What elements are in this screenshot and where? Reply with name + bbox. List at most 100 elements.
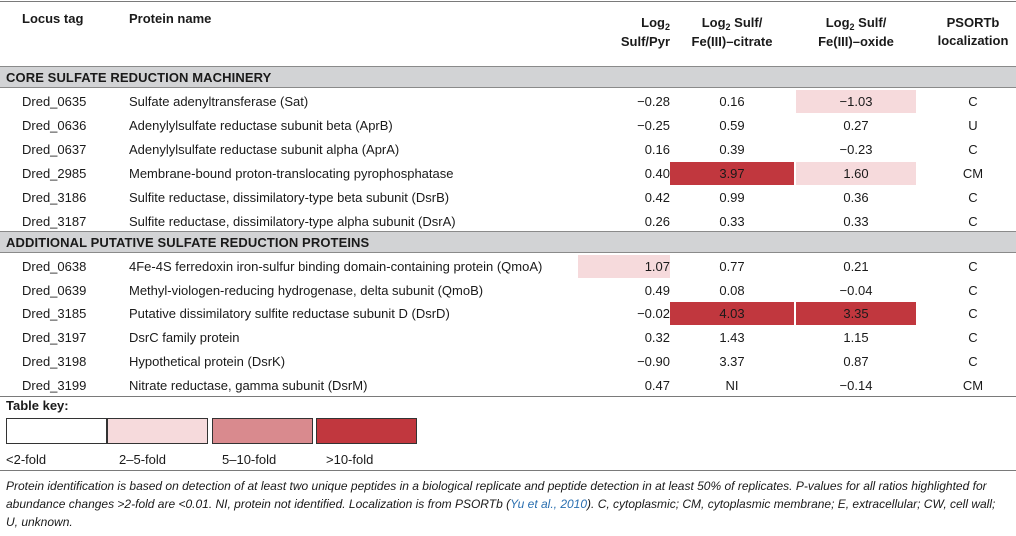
table-row: Dred_3185 Putative dissimilatory sulfite … <box>0 302 1016 326</box>
cell-protein-name: Sulfite reductase, dissimilatory-type al… <box>129 214 456 229</box>
table-bottom-rule <box>0 396 1016 397</box>
cell-log2-sulf-pyr: 0.40 <box>644 166 670 181</box>
cell-protein-name: Methyl-viologen-reducing hydrogenase, de… <box>129 282 484 298</box>
cell-locus-tag: Dred_3187 <box>22 214 87 229</box>
cell-locus-tag: Dred_2985 <box>22 166 87 181</box>
cell-locus-tag: Dred_3198 <box>22 353 87 369</box>
cell-localization: U <box>968 118 978 133</box>
cell-log2-sulf-citrate: 0.99 <box>719 190 745 205</box>
cell-protein-name: Membrane-bound proton-translocating pyro… <box>129 166 454 181</box>
cell-log2-sulf-oxide: 3.35 <box>843 306 869 322</box>
cell-localization: C <box>968 353 978 369</box>
table-row: Dred_3186 Sulfite reductase, dissimilator… <box>0 186 1016 210</box>
cell-locus-tag: Dred_3186 <box>22 190 87 205</box>
cell-log2-sulf-oxide: 1.15 <box>843 330 869 346</box>
cell-log2-sulf-pyr: 0.47 <box>644 377 670 393</box>
cell-log2-sulf-oxide: −1.03 <box>839 94 873 109</box>
cell-localization: C <box>968 330 978 346</box>
cell-log2-sulf-citrate: 0.08 <box>719 282 745 298</box>
cell-protein-name: Putative dissimilatory sulfite reductase… <box>129 306 450 322</box>
table-row: Dred_3197 DsrC family protein 0.32 1.43 1.15… <box>0 326 1016 350</box>
cell-log2-sulf-citrate: 0.33 <box>719 214 745 229</box>
cell-protein-name: Sulfite reductase, dissimilatory-type be… <box>129 190 450 205</box>
cell-log2-sulf-pyr: 0.42 <box>644 190 670 205</box>
cell-localization: C <box>968 214 978 229</box>
cell-protein-name: 4Fe-4S ferredoxin iron-sulfur binding do… <box>129 259 543 274</box>
key-label-2-5: 2–5-fold <box>119 452 166 467</box>
table-row: Dred_0638 4Fe-4S ferredoxin iron-sulfur b… <box>0 255 1016 279</box>
cell-log2-sulf-pyr: −0.90 <box>637 353 670 369</box>
fold-change-highlight <box>670 162 794 185</box>
cell-localization: C <box>968 190 978 205</box>
cell-log2-sulf-oxide: 0.87 <box>843 353 869 369</box>
header-locus-tag: Locus tag <box>22 11 84 26</box>
cell-protein-name: Nitrate reductase, gamma subunit (DsrM) <box>129 377 368 393</box>
cell-protein-name: Adenylylsulfate reductase subunit beta (… <box>129 118 393 133</box>
cell-protein-name: Hypothetical protein (DsrK) <box>129 353 286 369</box>
fold-change-highlight <box>578 255 670 278</box>
fold-change-highlight <box>796 302 916 326</box>
cell-localization: C <box>968 142 978 157</box>
table-row: Dred_3199 Nitrate reductase, gamma subuni… <box>0 374 1016 398</box>
key-label-lt2: <2-fold <box>6 452 47 467</box>
cell-locus-tag: Dred_0639 <box>22 282 87 298</box>
cell-log2-sulf-pyr: 0.26 <box>644 214 670 229</box>
table-footnote: Protein identification is based on detec… <box>6 479 996 529</box>
table-top-rule <box>0 1 1016 2</box>
cell-log2-sulf-citrate: 0.59 <box>719 118 745 133</box>
cell-localization: C <box>968 282 978 298</box>
header-protein-name: Protein name <box>129 11 212 26</box>
header-log2-sulf-pyr: Log2 Sulf/Pyr <box>620 15 670 49</box>
table-row: Dred_0636 Adenylylsulfate reductase subun… <box>0 114 1016 138</box>
section-core: CORE SULFATE REDUCTION MACHINERY <box>0 66 1016 88</box>
cell-log2-sulf-citrate: 0.16 <box>719 94 745 109</box>
fold-change-highlight <box>796 162 916 185</box>
cell-log2-sulf-oxide: 1.60 <box>843 166 869 181</box>
cell-log2-sulf-citrate: 0.39 <box>719 142 745 157</box>
cell-log2-sulf-oxide: −0.04 <box>839 282 873 298</box>
cell-log2-sulf-citrate: NI <box>725 377 739 393</box>
cell-log2-sulf-pyr: 1.07 <box>644 259 670 274</box>
cell-locus-tag: Dred_0637 <box>22 142 87 157</box>
table-row: Dred_0635 Sulfate adenyltransferase (Sat)… <box>0 90 1016 114</box>
cell-log2-sulf-citrate: 0.77 <box>719 259 745 274</box>
cell-localization: C <box>968 94 978 109</box>
cell-locus-tag: Dred_3199 <box>22 377 87 393</box>
cell-localization: CM <box>962 166 984 181</box>
section-additional: ADDITIONAL PUTATIVE SULFATE REDUCTION PR… <box>0 231 1016 253</box>
cell-protein-name: DsrC family protein <box>129 330 240 346</box>
cell-log2-sulf-oxide: −0.23 <box>839 142 873 157</box>
cell-log2-sulf-citrate: 1.43 <box>719 330 745 346</box>
cell-localization: C <box>968 259 978 274</box>
citation-link[interactable]: Yu et al., 2010 <box>510 497 588 511</box>
cell-log2-sulf-pyr: −0.28 <box>637 94 670 109</box>
cell-log2-sulf-oxide: 0.27 <box>843 118 869 133</box>
header-log2-sulf-fe-oxide: Log2 Sulf/ Fe(III)–oxide <box>818 15 894 49</box>
table-key-title: Table key: <box>6 398 69 413</box>
cell-log2-sulf-citrate: 4.03 <box>719 306 745 322</box>
table-row: Dred_0637 Adenylylsulfate reductase subun… <box>0 138 1016 162</box>
cell-locus-tag: Dred_3197 <box>22 330 87 346</box>
key-label-gt10: >10-fold <box>326 452 374 467</box>
cell-log2-sulf-oxide: −0.14 <box>839 377 873 393</box>
cell-log2-sulf-pyr: 0.16 <box>644 142 670 157</box>
key-swatch-5-10 <box>212 418 313 444</box>
cell-log2-sulf-pyr: −0.02 <box>637 306 670 322</box>
header-log2-sulf-fe-citrate: Log2 Sulf/ Fe(III)–citrate <box>691 15 773 49</box>
fold-change-highlight <box>796 90 916 113</box>
header-psortb-localization: PSORTb localization <box>937 15 1009 48</box>
table-row: Dred_0639 Methyl-viologen-reducing hydrog… <box>0 279 1016 303</box>
table-row: Dred_3198 Hypothetical protein (DsrK) −0.9… <box>0 350 1016 374</box>
cell-log2-sulf-pyr: −0.25 <box>637 118 670 133</box>
key-swatch-lt2 <box>6 418 107 444</box>
cell-protein-name: Adenylylsulfate reductase subunit alpha … <box>129 142 400 157</box>
cell-locus-tag: Dred_3185 <box>22 306 87 322</box>
key-label-5-10: 5–10-fold <box>222 452 277 467</box>
table-row: Dred_3187 Sulfite reductase, dissimilator… <box>0 210 1016 234</box>
key-swatch-gt10 <box>316 418 417 444</box>
fold-change-highlight <box>670 302 794 326</box>
cell-protein-name: Sulfate adenyltransferase (Sat) <box>129 94 309 109</box>
cell-locus-tag: Dred_0635 <box>22 94 87 109</box>
cell-log2-sulf-pyr: 0.49 <box>644 282 670 298</box>
cell-log2-sulf-citrate: 3.37 <box>719 353 745 369</box>
